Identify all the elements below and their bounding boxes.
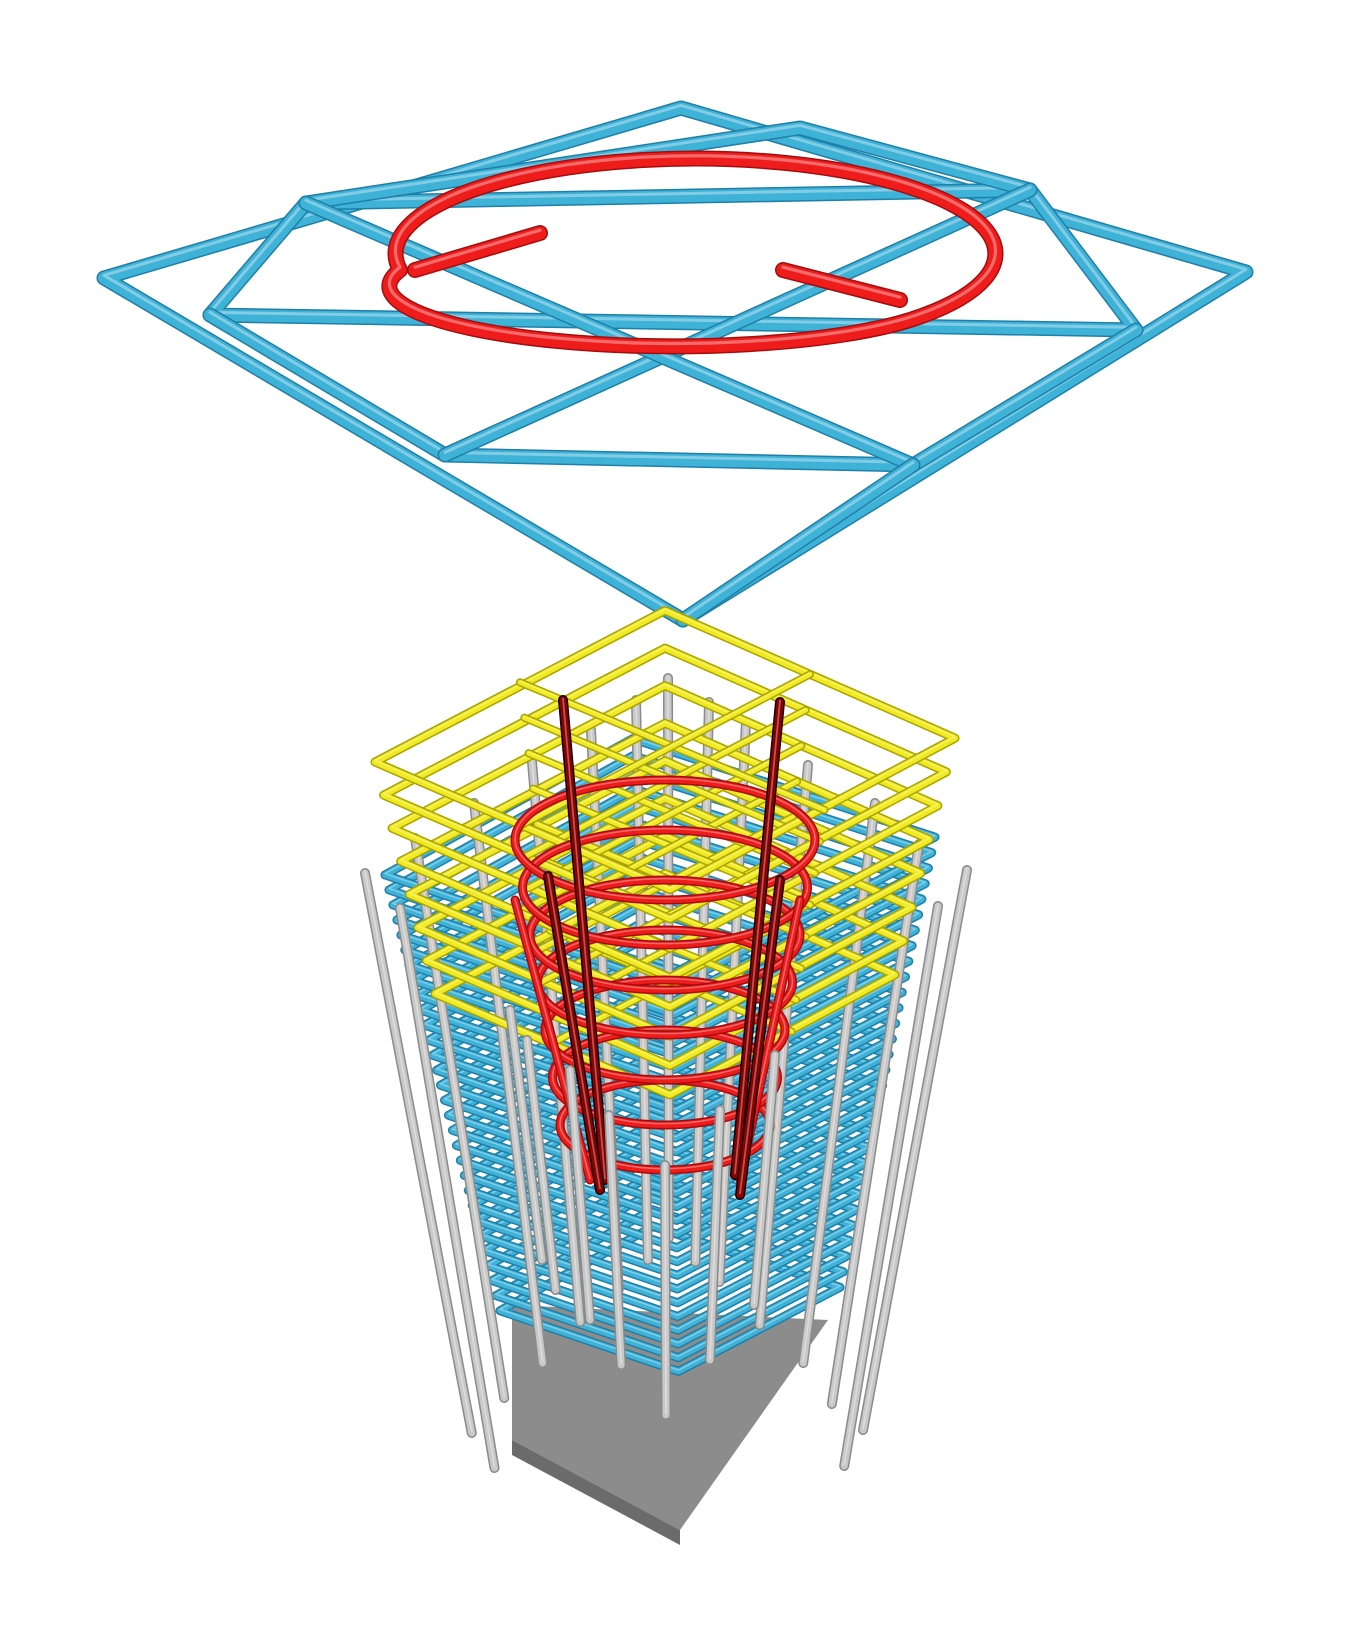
corner-bar-shine [739,877,781,1195]
single-layer-detail [96,100,1254,628]
spiral-turn [518,825,812,950]
longitudinal-bar-front-body [605,1111,625,1369]
inner-frame-lower [202,307,1144,473]
longitudinal-bar-front-shine [526,1037,557,1290]
spiral-turn [525,875,805,995]
longitudinal-bars-front [505,1005,780,1420]
longitudinal-bar-body [859,866,971,1434]
inner-frame-upper [298,120,1038,211]
spiral-turn-body [527,877,803,993]
longitudinal-bar [839,901,943,1471]
longitudinal-bar-front-body [750,1051,779,1309]
longitudinal-bar-front-shine [608,1112,623,1365]
cross-tie-c-body [677,459,919,626]
longitudinal-bar-front-shine [569,1067,591,1320]
spiral-turn-body [519,827,811,948]
spiral-turn [510,775,820,905]
longitudinal-bar-front [522,1035,561,1295]
longitudinal-bar-front [565,1065,595,1325]
spiral-ring [381,150,1004,355]
longitudinal-bar-front-shine [664,1162,667,1415]
spiral-turn-body [512,777,818,903]
longitudinal-bar-body [799,799,879,1367]
cross-tie-b-shine [304,198,915,464]
longitudinal-bar-shine [862,867,968,1430]
longitudinal-bar-shine [843,903,939,1466]
corner-bars [543,695,785,1200]
corner-bar-body [736,876,784,1199]
spiral-hook-right-body [776,263,907,307]
cross-tie-a-body [439,184,1036,461]
spiral-turn-shine [514,777,816,900]
corner-bar [735,875,785,1200]
longitudinal-bar-front [505,1005,547,1265]
longitudinal-bar [360,868,477,1438]
outer-square-bar-shine [102,103,1248,619]
spiral-hook-right-shine [781,265,902,299]
corner-bar-shine [562,697,606,1180]
longitudinal-bar-front [749,1050,780,1310]
spiral-turn-shine [521,827,809,945]
longitudinal-bar-shine [399,905,496,1468]
longitudinal-bar [858,865,972,1435]
longitudinal-bar-shine [667,675,670,1238]
corner-bar [543,871,605,1195]
inner-frame-lower-shine [208,310,1138,464]
spiral-hook-left [407,225,548,278]
inner-frame-upper-shine [304,123,1032,202]
cross-tie-c [675,457,921,628]
corner-bar-body [544,872,604,1194]
longitudinal-bar-shine [830,841,920,1404]
longitudinal-bar-front-shine [709,1107,721,1360]
longitudinal-bar-shine [802,800,876,1363]
spiral-hook-left-body [408,226,547,277]
longitudinal-bar-shine [364,870,473,1433]
corner-bar-shine [734,699,781,1175]
longitudinal-bar-front-body [661,1161,670,1419]
corner-bar [558,695,610,1185]
spiral-hook-right [775,262,908,308]
longitudinal-bar-front-shine [753,1052,776,1305]
longitudinal-bar-front-shine [509,1007,543,1260]
cross-tie-c-shine [681,460,915,619]
corner-bar-body [559,696,609,1184]
cross-tie-a [437,182,1038,463]
longitudinal-bar-front-body [566,1066,594,1324]
inner-frame-lower-outline [202,307,1144,473]
outer-square-bar [96,100,1254,628]
corner-bar-body [731,698,784,1179]
column-cage [360,606,972,1545]
longitudinal-bar-body [664,674,673,1242]
longitudinal-bar-body [361,869,476,1437]
longitudinal-bar-front-body [706,1106,724,1364]
inner-frame-lower-body [204,309,1142,471]
longitudinal-bar-front [705,1105,725,1365]
outer-square-bar-body [98,102,1252,626]
longitudinal-bar-body [840,902,942,1470]
base-side [512,1440,680,1545]
circular-spiral [381,150,1004,355]
longitudinal-bar [663,673,674,1243]
longitudinal-bar-front [604,1110,627,1370]
longitudinal-bar-front-body [523,1036,560,1294]
cross-tie-b [298,195,921,473]
cross-tie-a-shine [443,185,1032,454]
square-hoop [96,100,1254,628]
longitudinal-bar [395,903,500,1473]
spiral-turn-shine [529,877,801,990]
longitudinal-bar [798,798,880,1368]
cross-tie-b-body [300,197,919,471]
longitudinal-bar-front-body [506,1006,546,1264]
spiral-ring-shine [387,154,998,346]
spiral-ring-body [382,152,1002,353]
longitudinal-bar-front [660,1160,671,1420]
corner-bar-shine [547,873,601,1190]
corner-bar [730,697,785,1180]
spiral-hook-left-shine [413,228,542,269]
longitudinal-bar-body [396,904,498,1472]
inner-frame-upper-body [300,122,1036,209]
